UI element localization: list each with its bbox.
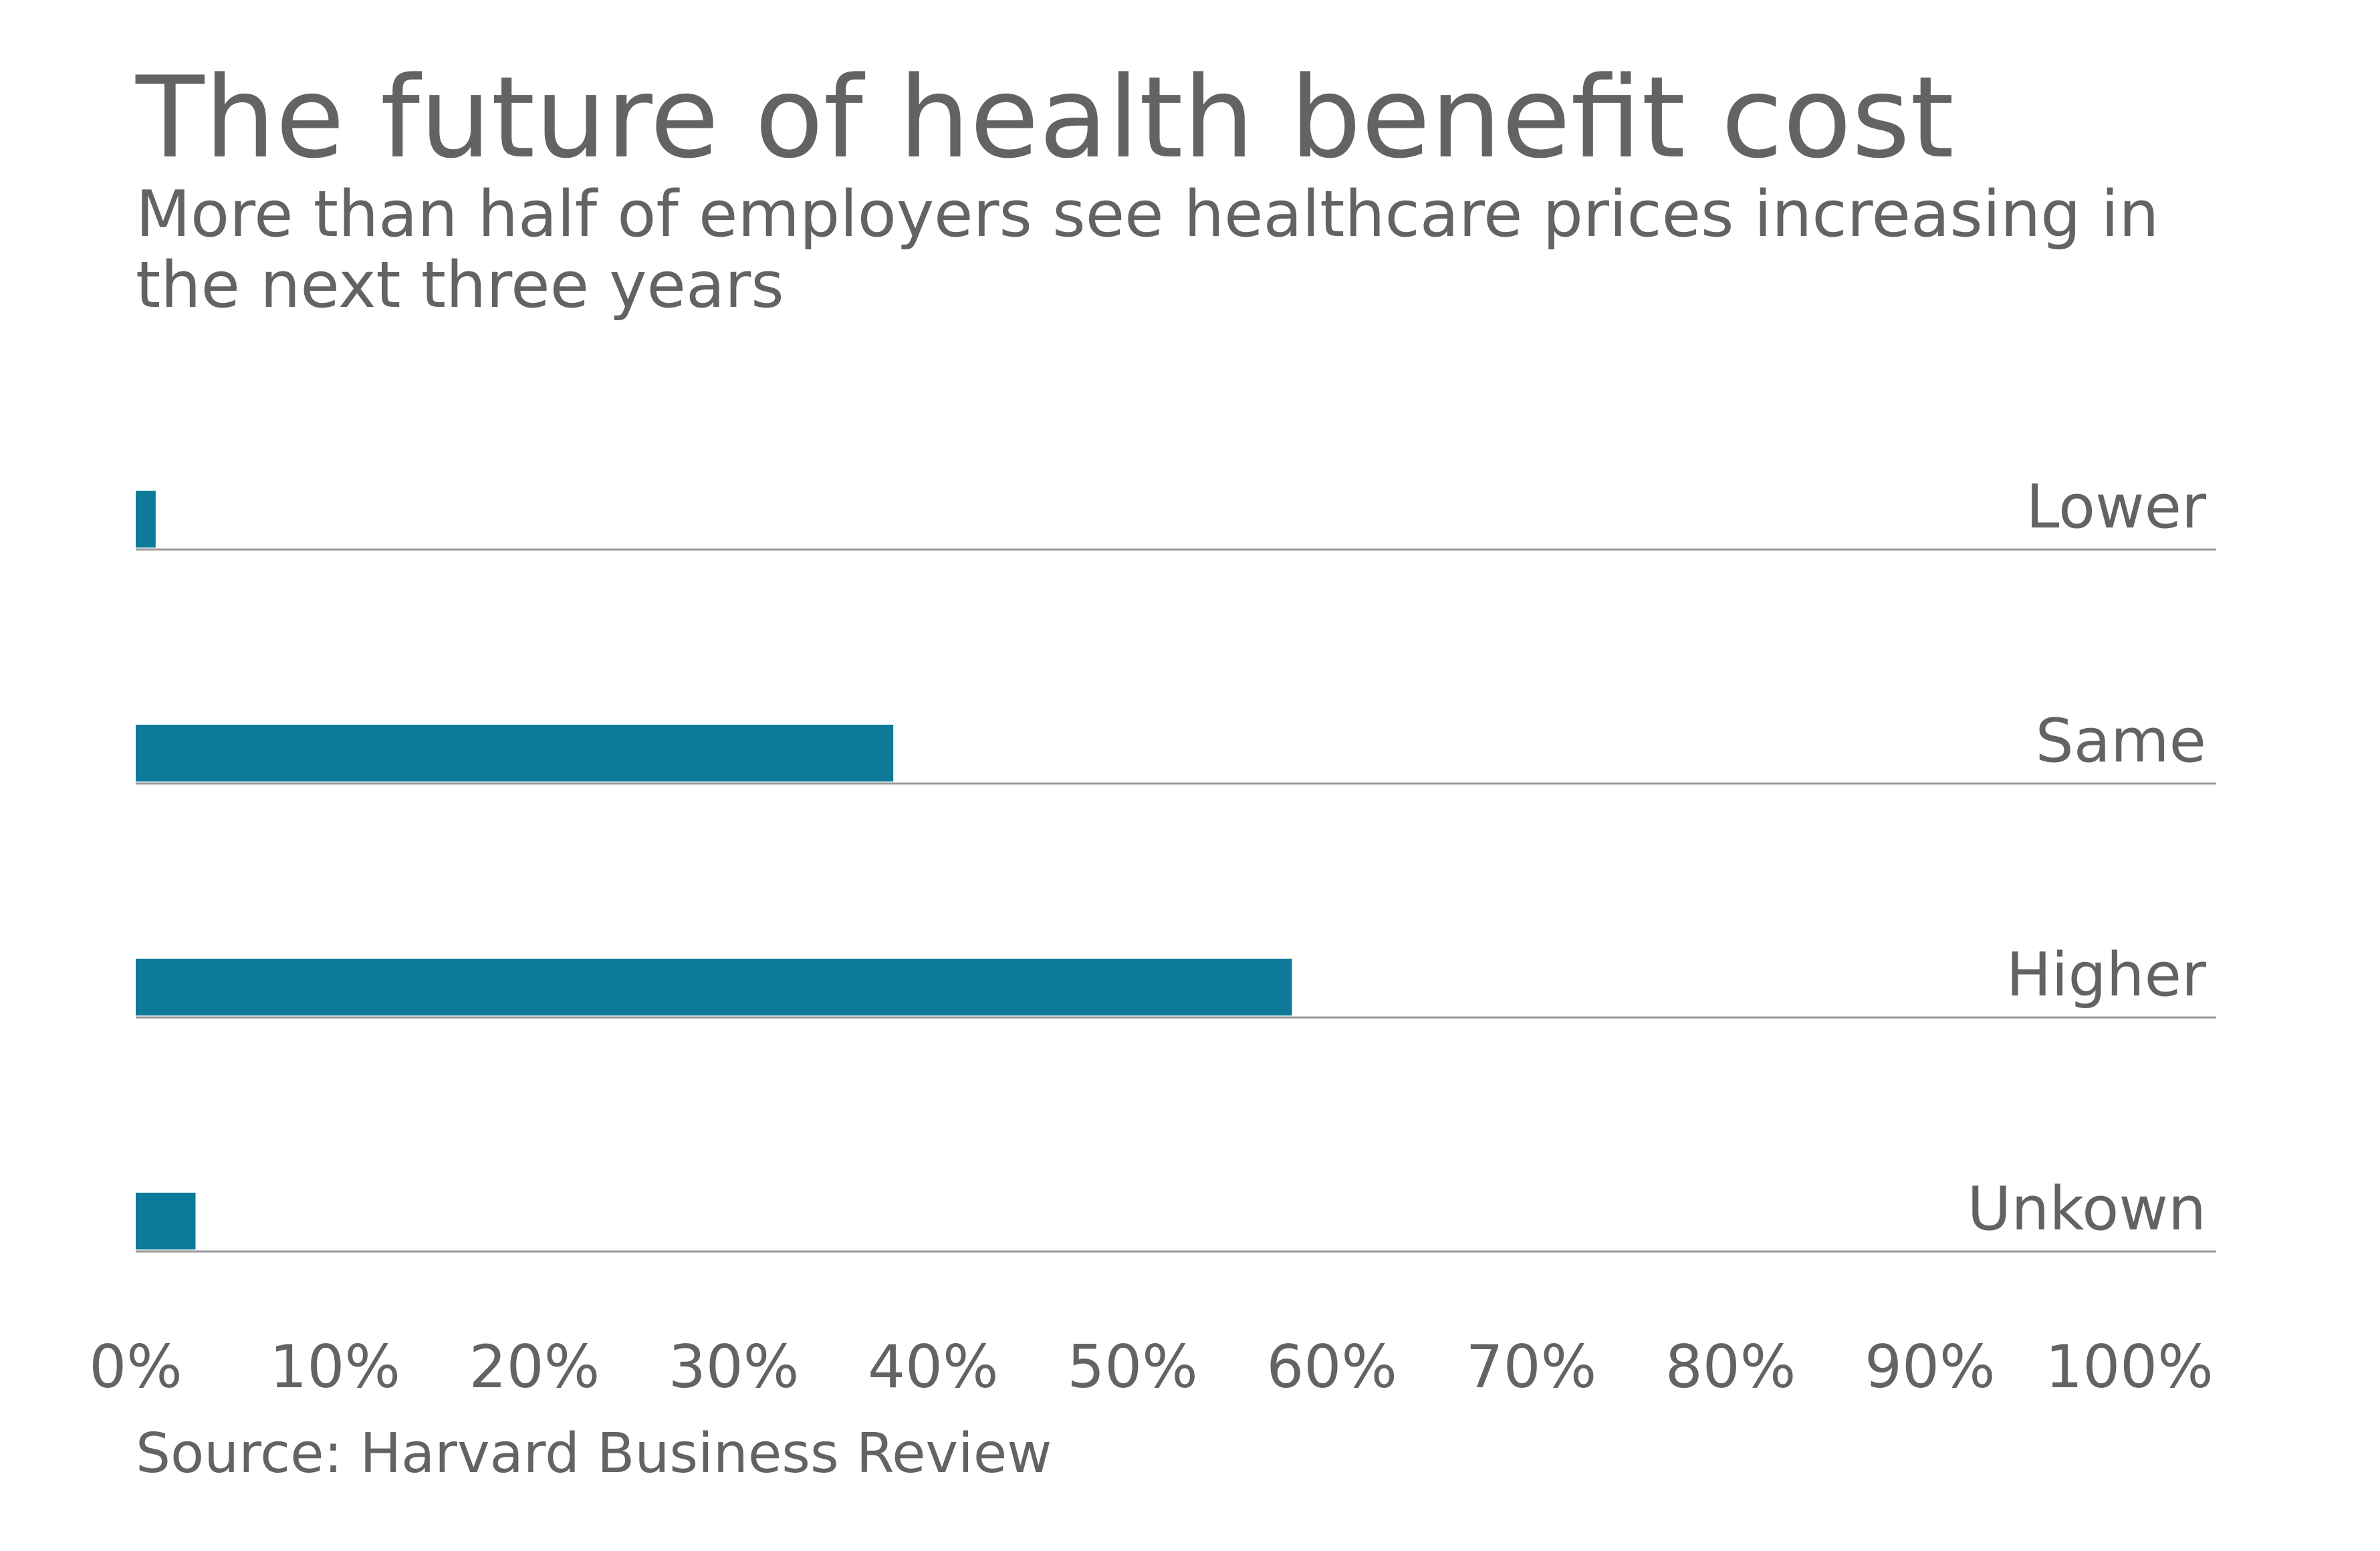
x-tick-label: 70%: [1466, 1332, 1597, 1401]
category-label-unkown: Unkown: [1967, 1174, 2206, 1244]
source-note: Source: Harvard Business Review: [136, 1422, 1052, 1485]
x-tick-label: 80%: [1665, 1332, 1796, 1401]
bar-unkown: [136, 1193, 196, 1249]
category-label-same: Same: [2036, 706, 2206, 776]
x-tick-label: 90%: [1865, 1332, 1996, 1401]
chart-subtitle: More than half of employers see healthca…: [136, 178, 2159, 322]
x-tick-label: 100%: [2045, 1332, 2214, 1401]
chart-title: The future of health benefit cost: [136, 52, 1954, 183]
x-tick-label: 50%: [1067, 1332, 1198, 1401]
x-tick-label: 20%: [469, 1332, 600, 1401]
x-tick-label: 60%: [1266, 1332, 1397, 1401]
x-tick-label: 10%: [269, 1332, 400, 1401]
bar-same: [136, 725, 894, 782]
x-tick-label: 30%: [669, 1332, 800, 1401]
category-label-higher: Higher: [2006, 940, 2206, 1010]
category-label-lower: Lower: [2026, 472, 2206, 542]
bar-chart: Lower Same Higher Unkown 0% 10% 20% 30% 40% 50% 60…: [89, 472, 2216, 1401]
bar-higher: [136, 959, 1292, 1016]
x-tick-label: 0%: [89, 1332, 183, 1401]
x-tick-label: 40%: [868, 1332, 999, 1401]
bar-lower: [136, 491, 156, 548]
